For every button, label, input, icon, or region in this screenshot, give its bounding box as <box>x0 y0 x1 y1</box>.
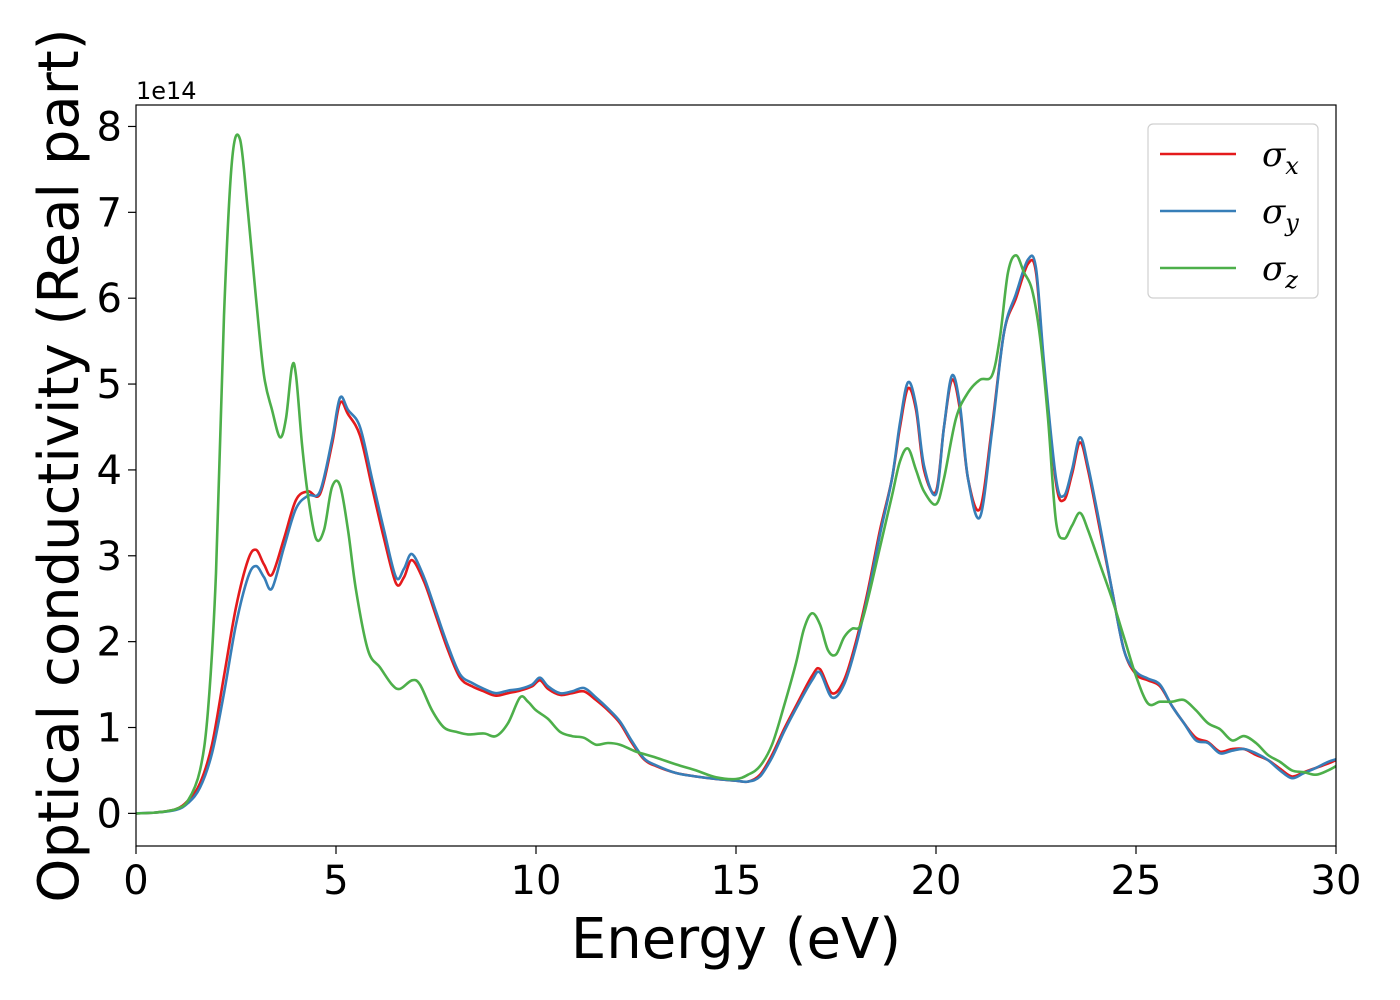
x-tick-label: 20 <box>911 858 962 904</box>
x-tick-label: 25 <box>1111 858 1162 904</box>
y-tick-label: 4 <box>97 448 122 494</box>
y-axis-ticks: 0 1 2 3 4 5 6 7 8 <box>97 104 136 837</box>
legend-label-y: σy <box>1262 192 1299 237</box>
y-tick-label: 8 <box>97 104 122 150</box>
y-tick-label: 3 <box>97 534 122 580</box>
y-tick-label: 0 <box>97 791 122 837</box>
series-line-z <box>136 133 1336 815</box>
x-tick-label: 5 <box>323 858 348 904</box>
x-axis-label: Energy (eV) <box>571 907 901 972</box>
y-tick-label: 6 <box>97 276 122 322</box>
y-tick-label: 1 <box>97 706 122 752</box>
x-axis-ticks: 0 5 10 15 20 25 30 <box>123 846 1361 904</box>
y-tick-label: 2 <box>97 620 122 666</box>
x-tick-label: 30 <box>1311 858 1362 904</box>
x-tick-label: 15 <box>711 858 762 904</box>
y-tick-label: 7 <box>97 190 122 236</box>
y-tick-label: 5 <box>97 362 122 408</box>
series-line-y <box>136 254 1336 815</box>
legend: σx σy σz <box>1147 123 1319 299</box>
legend-label-z: σz <box>1262 249 1298 294</box>
x-tick-label: 0 <box>123 858 148 904</box>
y-offset-label: 1e14 <box>136 77 197 105</box>
y-axis-label: Optical conductivity (Real part) <box>27 28 92 902</box>
x-tick-label: 10 <box>511 858 562 904</box>
legend-label-x: σx <box>1262 135 1299 180</box>
series-layer <box>136 133 1336 815</box>
